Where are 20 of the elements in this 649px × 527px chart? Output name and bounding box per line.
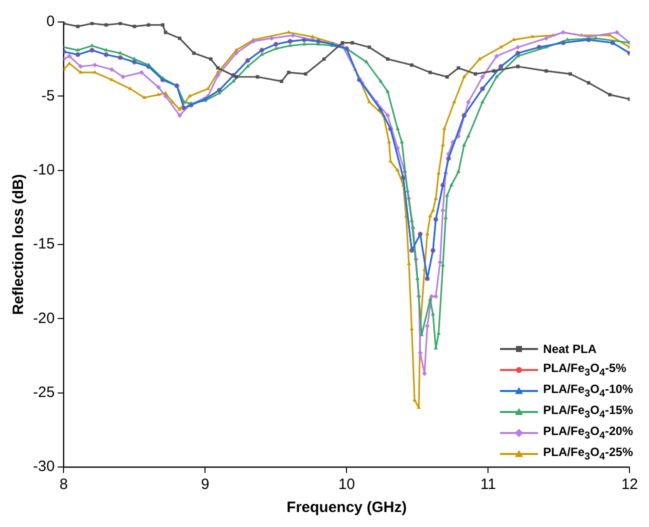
legend-label: PLA/Fe$_{3}$O$_{4}$-5% (543, 360, 626, 378)
y-axis-title: Reflection loss (dB) (10, 174, 28, 315)
y-tick-label: -10 (32, 161, 55, 178)
x-tick-label: 10 (338, 476, 356, 494)
y-tick-label: -20 (32, 310, 55, 327)
y-tick-label: 0 (46, 13, 55, 30)
legend-label: PLA/Fe$_{3}$O$_{4}$-15% (543, 402, 633, 420)
x-tick-label: 12 (621, 476, 638, 494)
y-tick-label: -15 (32, 236, 55, 253)
legend-label: PLA/Fe$_{3}$O$_{4}$-20% (543, 424, 633, 442)
y-tick-label: -5 (41, 87, 55, 104)
legend-label: PLA/Fe$_{3}$O$_{4}$-25% (543, 444, 633, 462)
x-axis-title: Frequency (GHz) (286, 499, 407, 516)
y-tick-label: -25 (32, 384, 55, 401)
x-tick-label: 8 (60, 476, 68, 494)
legend-label: Neat PLA (543, 342, 597, 356)
y-tick-label: -30 (32, 458, 55, 476)
x-tick-label: 9 (201, 476, 210, 494)
legend-label: PLA/Fe$_{3}$O$_{4}$-10% (543, 382, 633, 400)
x-tick-label: 11 (480, 476, 496, 494)
